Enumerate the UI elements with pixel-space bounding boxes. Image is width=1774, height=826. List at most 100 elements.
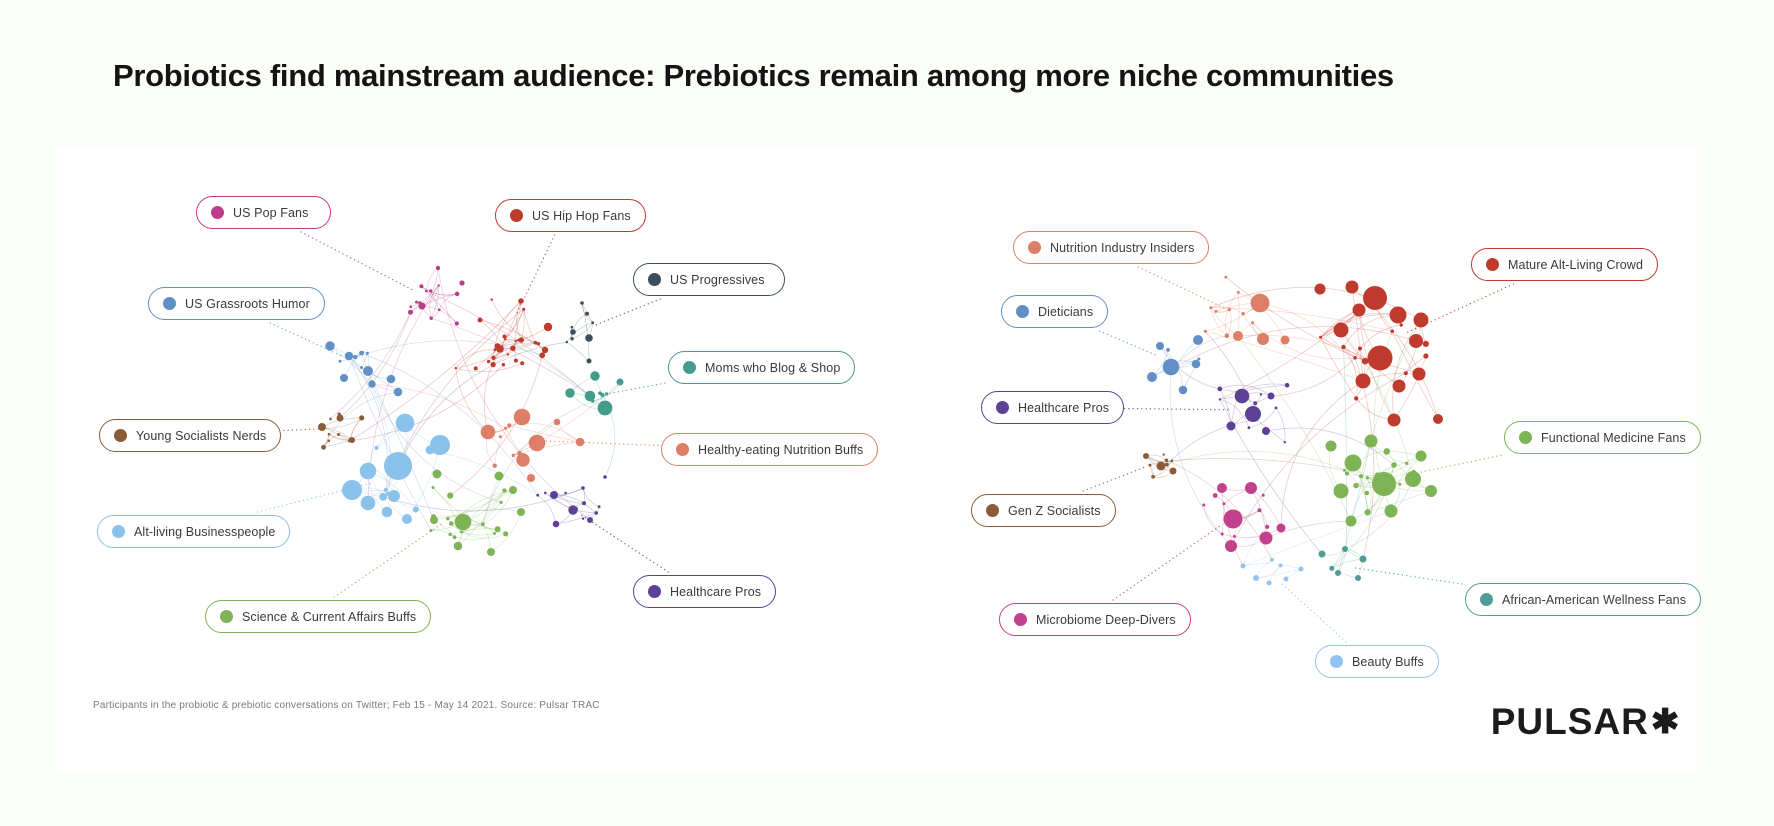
network-edge bbox=[371, 383, 502, 503]
network-node bbox=[590, 371, 600, 381]
network-node bbox=[1280, 335, 1290, 345]
network-node bbox=[1352, 303, 1366, 317]
network-node bbox=[493, 531, 497, 535]
network-node bbox=[454, 367, 457, 370]
network-node bbox=[1220, 532, 1224, 536]
network-node bbox=[498, 435, 502, 439]
network-node bbox=[1217, 483, 1227, 493]
network-node bbox=[1298, 566, 1304, 572]
network-edge bbox=[566, 322, 593, 343]
network-node bbox=[1405, 471, 1421, 487]
network-node bbox=[438, 308, 441, 312]
network-node bbox=[449, 521, 454, 526]
network-edge bbox=[509, 422, 581, 443]
network-node bbox=[553, 418, 561, 426]
network-node bbox=[518, 337, 524, 343]
network-node bbox=[1250, 293, 1270, 313]
network-node bbox=[1398, 482, 1402, 486]
network-node bbox=[1245, 406, 1261, 422]
network-node bbox=[1223, 509, 1243, 529]
network-node bbox=[570, 325, 574, 329]
network-node bbox=[386, 374, 396, 384]
network-node bbox=[459, 280, 465, 286]
network-edge bbox=[1255, 568, 1302, 579]
network-node bbox=[1143, 453, 1149, 459]
network-edge bbox=[1393, 355, 1427, 421]
network-node bbox=[1364, 490, 1370, 496]
network-node bbox=[1345, 515, 1357, 527]
network-node bbox=[543, 322, 553, 332]
network-node bbox=[603, 475, 607, 479]
network-edge bbox=[1280, 380, 1364, 529]
network-node bbox=[1377, 485, 1385, 493]
network-node bbox=[386, 491, 391, 496]
network-edge bbox=[1346, 473, 1368, 513]
network-node bbox=[480, 522, 485, 527]
network-node bbox=[1378, 360, 1386, 368]
network-edge bbox=[491, 299, 539, 345]
network-node bbox=[581, 486, 585, 490]
network-edge bbox=[1340, 329, 1414, 480]
network-node bbox=[1166, 348, 1170, 352]
network-node bbox=[544, 491, 547, 495]
network-node bbox=[492, 463, 497, 468]
network-node bbox=[1314, 283, 1326, 295]
network-edge bbox=[475, 339, 506, 369]
network-edge bbox=[430, 529, 451, 535]
network-edge bbox=[1225, 276, 1366, 362]
network-node bbox=[1259, 393, 1263, 396]
network-node bbox=[409, 305, 413, 309]
network-node bbox=[1237, 390, 1241, 394]
network-node bbox=[568, 505, 578, 515]
network-node bbox=[575, 437, 585, 447]
network-node bbox=[1165, 462, 1169, 467]
network-edge bbox=[1160, 451, 1362, 477]
network-edge bbox=[1159, 345, 1239, 393]
network-edge bbox=[1174, 335, 1227, 368]
pulsar-logo: PULSAR ✱ bbox=[1478, 675, 1693, 768]
network-edge bbox=[1237, 334, 1373, 361]
network-node bbox=[518, 298, 524, 304]
network-node bbox=[591, 399, 595, 403]
network-node bbox=[591, 321, 595, 325]
network-edge bbox=[479, 319, 509, 355]
network-edge bbox=[1226, 309, 1232, 336]
network-node bbox=[1353, 356, 1357, 360]
label-connector-line bbox=[1112, 524, 1223, 601]
network-edge bbox=[461, 531, 495, 536]
network-edge bbox=[1237, 292, 1240, 337]
network-edge bbox=[425, 267, 439, 292]
network-node bbox=[359, 462, 377, 480]
network-node bbox=[1234, 388, 1250, 404]
network-node bbox=[499, 500, 503, 504]
network-node bbox=[494, 343, 501, 350]
network-node bbox=[517, 508, 525, 516]
network-node bbox=[430, 435, 450, 455]
network-node bbox=[402, 514, 412, 524]
network-edge bbox=[447, 508, 522, 519]
label-connector-line bbox=[595, 298, 661, 326]
network-node bbox=[1259, 531, 1273, 545]
network-edge bbox=[509, 425, 581, 443]
network-edge bbox=[339, 312, 411, 419]
network-edge bbox=[492, 300, 522, 365]
network-edge bbox=[410, 293, 458, 313]
network-node bbox=[1361, 357, 1369, 365]
network-node bbox=[1399, 323, 1403, 327]
network-edge bbox=[1355, 455, 1422, 486]
network-node bbox=[408, 309, 413, 315]
network-node bbox=[1364, 434, 1378, 448]
network-edge bbox=[457, 490, 505, 547]
network-node bbox=[1226, 421, 1236, 431]
network-edge bbox=[437, 267, 591, 521]
network-node bbox=[1384, 504, 1398, 518]
network-edge bbox=[493, 300, 522, 358]
network-edge bbox=[367, 340, 543, 356]
network-node bbox=[1178, 385, 1188, 395]
network-node bbox=[1423, 353, 1429, 359]
network-node bbox=[1276, 523, 1286, 533]
network-node bbox=[1354, 396, 1359, 401]
network-edge bbox=[323, 391, 399, 448]
network-edge bbox=[457, 489, 514, 547]
label-connector-line bbox=[257, 428, 323, 433]
